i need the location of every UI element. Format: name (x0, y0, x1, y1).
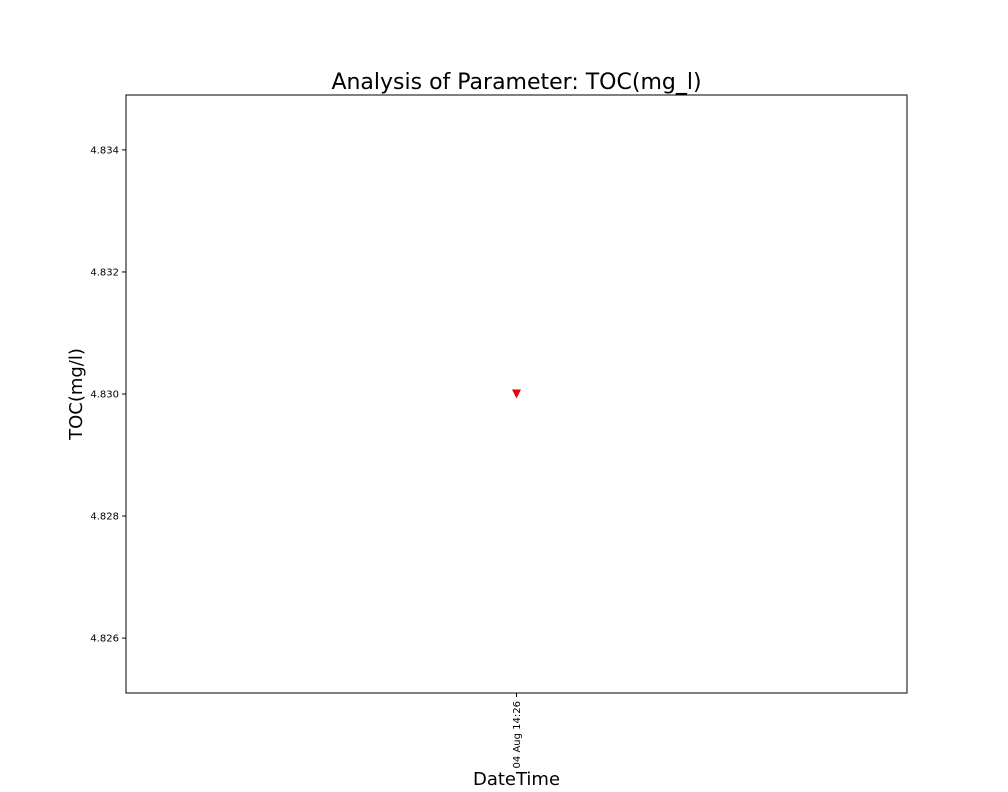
y-axis: 4.826 4.828 4.830 4.832 4.834 (90, 145, 126, 645)
y-tick-label: 4.828 (90, 512, 119, 523)
data-series (512, 389, 521, 399)
data-point-marker (512, 389, 521, 399)
y-axis-label: TOC(mg/l) (66, 348, 87, 441)
chart-title: Analysis of Parameter: TOC(mg_l) (331, 70, 701, 95)
plot-area: 4.826 4.828 4.830 4.832 4.834 04 Aug 14:26 (90, 94, 908, 768)
x-axis-label: DateTime (473, 769, 560, 790)
x-tick-label: 04 Aug 14:26 (512, 701, 523, 768)
y-tick-label: 4.834 (90, 145, 119, 156)
y-tick-label: 4.830 (90, 390, 119, 401)
y-tick-label: 4.832 (90, 267, 119, 278)
y-tick-label: 4.826 (90, 634, 119, 645)
x-axis: 04 Aug 14:26 (512, 693, 523, 768)
